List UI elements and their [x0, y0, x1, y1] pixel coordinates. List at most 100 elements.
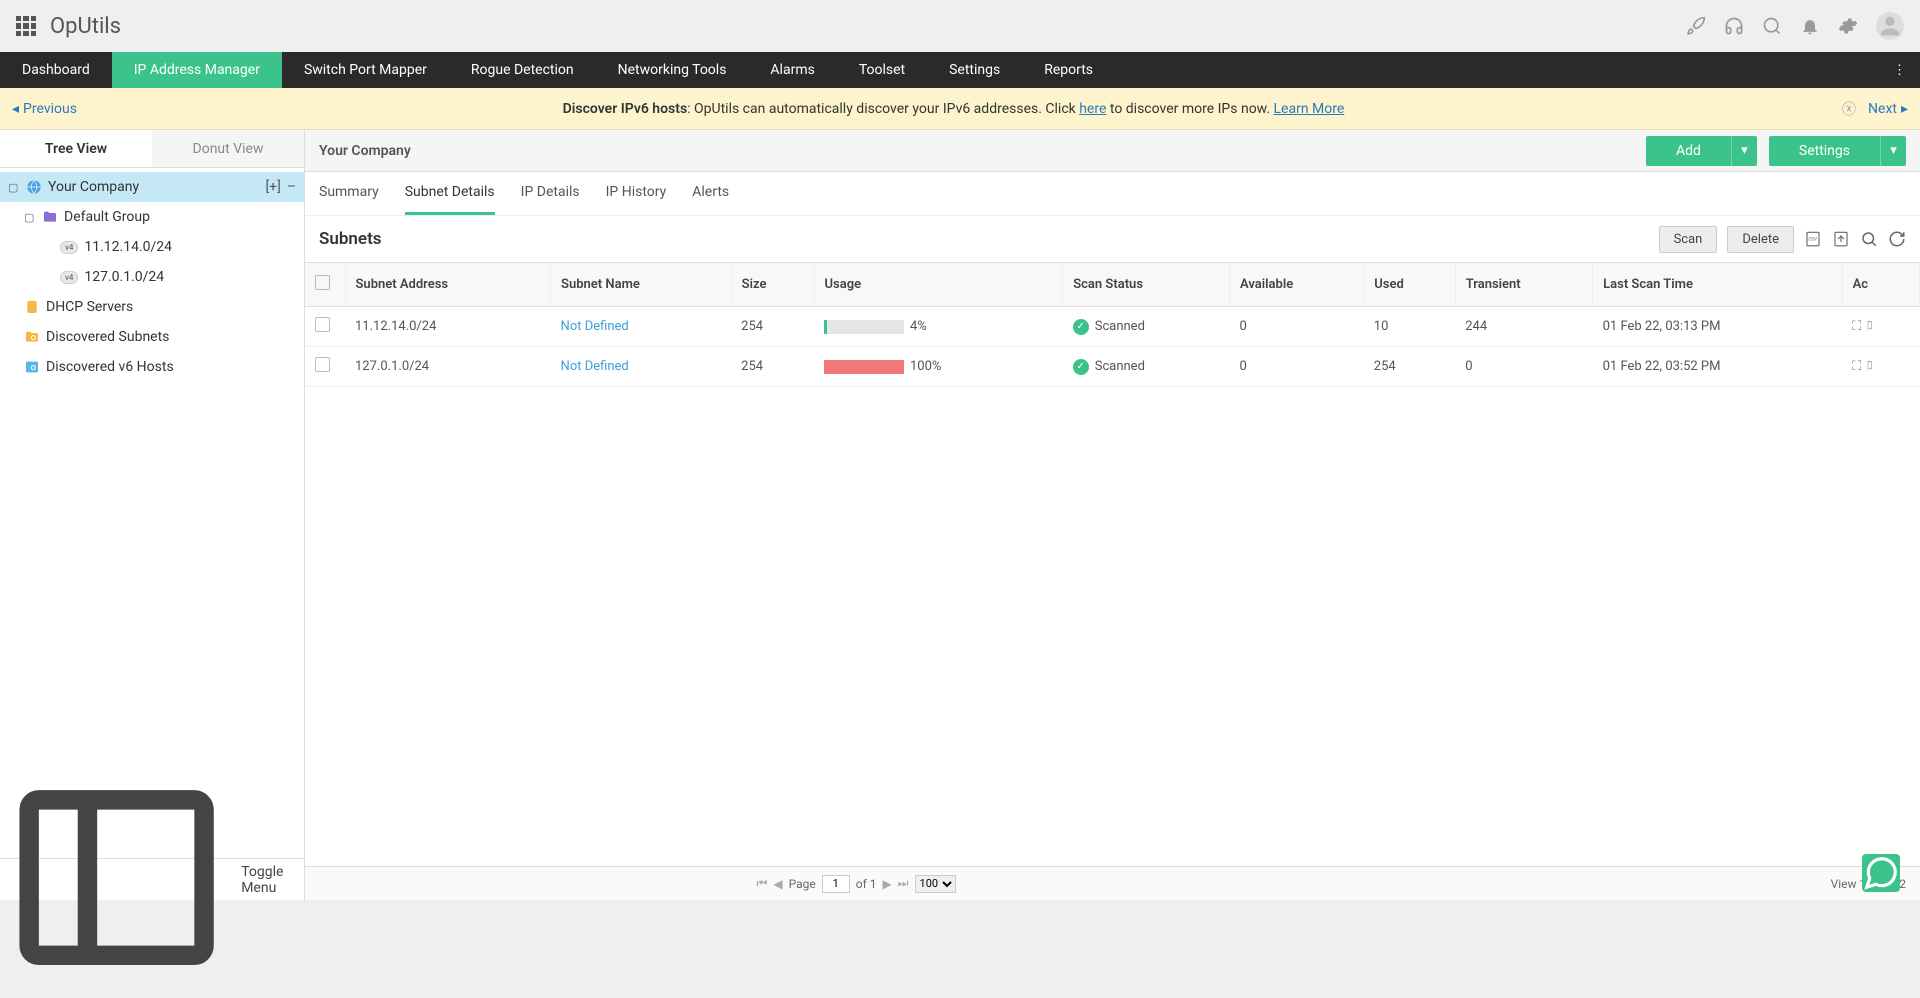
tree-root-label: Your Company: [48, 179, 139, 195]
col-subnet-address[interactable]: Subnet Address: [345, 263, 551, 307]
banner-next-button[interactable]: Next ▸: [1868, 101, 1908, 117]
tab-summary[interactable]: Summary: [319, 172, 379, 215]
tree-dhcp-servers[interactable]: DHCP Servers: [0, 292, 304, 322]
pager-prev-icon[interactable]: ◀: [773, 877, 782, 891]
cell-used: 10: [1364, 307, 1455, 347]
col-last-scan-time[interactable]: Last Scan Time: [1593, 263, 1842, 307]
expand-icon[interactable]: ⛶: [1852, 319, 1861, 334]
settings-dropdown-button[interactable]: ▾: [1880, 136, 1906, 166]
more-icon[interactable]: ▯: [1864, 359, 1874, 374]
headset-icon[interactable]: [1724, 16, 1744, 36]
refresh-icon[interactable]: [1888, 230, 1906, 248]
add-dropdown-button[interactable]: ▾: [1731, 136, 1757, 166]
tree-subnet-label: 11.12.14.0/24: [84, 239, 172, 255]
banner-prev-button[interactable]: ◂ Previous: [12, 101, 77, 117]
sidebar: Tree View Donut View ▢ Your Company [+] …: [0, 130, 305, 900]
col-usage[interactable]: Usage: [814, 263, 1063, 307]
nav-item-toolset[interactable]: Toolset: [837, 52, 927, 88]
col-transient[interactable]: Transient: [1455, 263, 1592, 307]
tree-item-label: Discovered Subnets: [46, 329, 169, 345]
tree-discovered-v6-hosts[interactable]: Discovered v6 Hosts: [0, 352, 304, 382]
col-size[interactable]: Size: [731, 263, 814, 307]
user-avatar[interactable]: [1876, 12, 1904, 40]
nav-item-settings[interactable]: Settings: [927, 52, 1022, 88]
col-scan-status[interactable]: Scan Status: [1063, 263, 1230, 307]
subnet-table-wrap: Subnet AddressSubnet NameSizeUsageScan S…: [305, 262, 1920, 866]
info-banner: ◂ Previous Discover IPv6 hosts: OpUtils …: [0, 88, 1920, 130]
panel-toggle-icon: [0, 761, 233, 998]
apps-grid-icon[interactable]: [16, 16, 36, 36]
row-checkbox[interactable]: [315, 317, 330, 332]
banner-here-link[interactable]: here: [1079, 101, 1106, 117]
col-ac[interactable]: Ac: [1842, 263, 1919, 307]
nav-item-alarms[interactable]: Alarms: [748, 52, 836, 88]
tree-discovered-subnets[interactable]: Discovered Subnets: [0, 322, 304, 352]
bell-icon[interactable]: [1800, 16, 1820, 36]
nav-more-icon[interactable]: ⋮: [1879, 52, 1920, 88]
main-nav: DashboardIP Address ManagerSwitch Port M…: [0, 52, 1920, 88]
pager-size-select[interactable]: 100: [915, 875, 956, 893]
scan-button[interactable]: Scan: [1659, 226, 1718, 253]
nav-item-networking-tools[interactable]: Networking Tools: [596, 52, 749, 88]
tab-subnet-details[interactable]: Subnet Details: [405, 172, 495, 215]
check-icon: ✓: [1073, 359, 1089, 375]
banner-message: Discover IPv6 hosts: OpUtils can automat…: [77, 101, 1830, 117]
search-icon[interactable]: [1762, 16, 1782, 36]
cell-last-scan: 01 Feb 22, 03:13 PM: [1593, 307, 1842, 347]
expand-icon[interactable]: ⛶: [1852, 359, 1861, 374]
pager-page-input[interactable]: [822, 875, 850, 893]
expander-icon[interactable]: ▢: [8, 181, 20, 194]
add-button[interactable]: Add: [1646, 136, 1731, 166]
tree-subnet-0[interactable]: v4 11.12.14.0/24: [0, 232, 304, 262]
tree-collapse-button[interactable]: –: [287, 179, 296, 195]
banner-close-icon[interactable]: ⓧ: [1842, 99, 1856, 119]
cell-scan-status: ✓Scanned: [1063, 347, 1230, 387]
table-row: 11.12.14.0/24 Not Defined 254 4% ✓Scanne…: [305, 307, 1920, 347]
tree-default-group[interactable]: ▢ Default Group: [0, 202, 304, 232]
nav-item-switch-port-mapper[interactable]: Switch Port Mapper: [282, 52, 449, 88]
nav-item-rogue-detection[interactable]: Rogue Detection: [449, 52, 596, 88]
tree-view: ▢ Your Company [+] – ▢ Default Group v4 …: [0, 168, 304, 858]
rocket-icon[interactable]: [1686, 16, 1706, 36]
tree-subnet-1[interactable]: v4 127.0.1.0/24: [0, 262, 304, 292]
search-folder-icon: [24, 329, 40, 345]
content-tabs: Summary Subnet Details IP Details IP Histor…: [305, 172, 1920, 216]
cell-subnet-name-link[interactable]: Not Defined: [561, 319, 629, 334]
gear-icon[interactable]: [1838, 16, 1858, 36]
tree-item-label: DHCP Servers: [46, 299, 133, 315]
crumb-bar: Your Company Add ▾ Settings ▾: [305, 130, 1920, 172]
nav-item-ip-address-manager[interactable]: IP Address Manager: [112, 52, 282, 88]
col-subnet-name[interactable]: Subnet Name: [551, 263, 732, 307]
breadcrumb: Your Company: [319, 143, 411, 159]
toggle-menu-button[interactable]: Toggle Menu: [0, 858, 304, 900]
export-csv-icon[interactable]: CSV: [1804, 230, 1822, 248]
col-available[interactable]: Available: [1230, 263, 1364, 307]
export-pdf-icon[interactable]: [1832, 230, 1850, 248]
nav-item-dashboard[interactable]: Dashboard: [0, 52, 112, 88]
settings-button[interactable]: Settings: [1769, 136, 1880, 166]
more-icon[interactable]: ▯: [1864, 319, 1874, 334]
delete-button[interactable]: Delete: [1727, 226, 1794, 253]
tree-root-company[interactable]: ▢ Your Company [+] –: [0, 172, 304, 202]
check-icon: ✓: [1073, 319, 1089, 335]
expander-icon[interactable]: ▢: [24, 211, 36, 224]
pager-next-icon[interactable]: ▶: [882, 877, 891, 891]
select-all-checkbox[interactable]: [315, 275, 330, 290]
v4-badge-icon: v4: [60, 271, 78, 284]
tab-ip-history[interactable]: IP History: [606, 172, 667, 215]
tree-add-button[interactable]: [+]: [265, 179, 280, 195]
tab-tree-view[interactable]: Tree View: [0, 130, 152, 167]
tab-donut-view[interactable]: Donut View: [152, 130, 304, 167]
pager-last-icon[interactable]: ⏭: [898, 876, 909, 891]
pager-first-icon[interactable]: ⏮: [757, 876, 768, 891]
banner-learn-more-link[interactable]: Learn More: [1274, 101, 1345, 117]
row-checkbox[interactable]: [315, 357, 330, 372]
table-search-icon[interactable]: [1860, 230, 1878, 248]
tab-alerts[interactable]: Alerts: [692, 172, 729, 215]
chat-fab-button[interactable]: [1862, 854, 1900, 892]
col-used[interactable]: Used: [1364, 263, 1455, 307]
nav-item-reports[interactable]: Reports: [1022, 52, 1115, 88]
tab-ip-details[interactable]: IP Details: [521, 172, 580, 215]
cell-subnet-name-link[interactable]: Not Defined: [561, 359, 629, 374]
topbar: OpUtils: [0, 0, 1920, 52]
